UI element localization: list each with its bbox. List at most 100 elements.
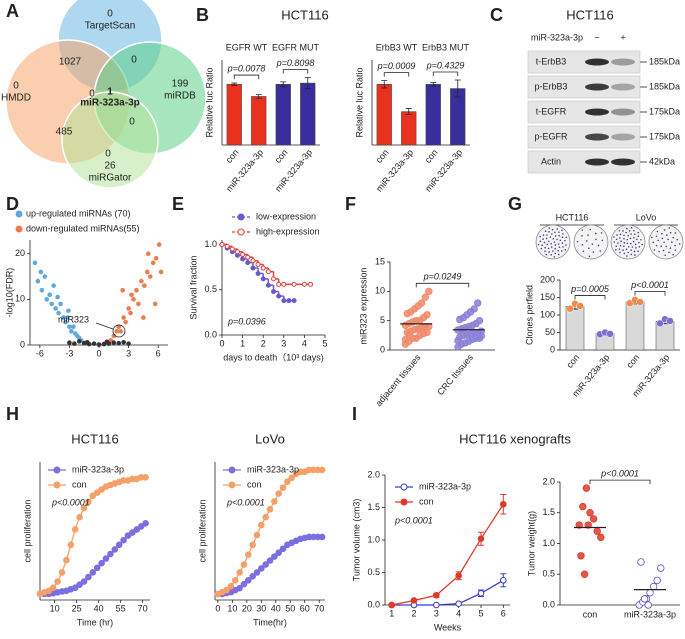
data-point [45, 587, 53, 595]
x-tick-label: 25 [72, 603, 82, 613]
x-tick-label: con [273, 147, 290, 165]
legend-label: con [72, 479, 87, 489]
legend-marker [53, 466, 61, 474]
colony-dot [545, 253, 548, 256]
data-point [67, 324, 72, 330]
bar [376, 84, 392, 146]
venn-overlap-count: 0 [105, 149, 111, 160]
data-point [229, 246, 235, 252]
y-axis-label: Tumor volume (cm3) [351, 499, 361, 582]
colony-dot [631, 246, 634, 248]
x-tick-label: 50 [285, 603, 295, 613]
data-point [53, 306, 58, 311]
y-tick-label: 1.0 [367, 534, 380, 544]
data-point [646, 589, 654, 597]
data-point [308, 281, 314, 287]
y-tick-label: 15 [375, 256, 385, 266]
colony-line: HCT116 [556, 212, 589, 222]
colony-dot [667, 238, 669, 241]
data-point [410, 597, 418, 604]
blot-row-label: p-ErbB3 [534, 81, 567, 91]
colony-dot [663, 229, 666, 231]
x-tick-label: 20 [242, 603, 252, 613]
colony-dot [619, 244, 622, 247]
colony-dot [546, 243, 549, 246]
colony-dot [581, 235, 583, 237]
blot-band [585, 108, 609, 116]
significance-bracket [574, 295, 606, 300]
x-tick-label: 0 [96, 348, 101, 358]
x-tick-label: 4 [302, 338, 307, 348]
data-point [260, 276, 266, 282]
data-point [84, 339, 90, 345]
y-tick-label: 0.0 [204, 329, 217, 339]
colony-dot [576, 240, 579, 243]
data-point [69, 329, 74, 334]
data-point [44, 297, 50, 302]
colony-dot [668, 251, 670, 254]
data-point [121, 315, 126, 320]
panel-label: F [345, 194, 356, 214]
data-point [454, 336, 462, 345]
data-point [104, 339, 110, 345]
venn-set-name: miRGator [89, 173, 132, 184]
x-tick-label: 3 [126, 348, 131, 358]
y-tick-label: 1.0 [542, 538, 555, 548]
x-tick-label: 40 [94, 603, 104, 613]
venn-set-name: miRDB [164, 91, 196, 102]
group-label: EGFR MUT [272, 42, 319, 52]
data-point [66, 308, 71, 314]
p-value: p<0.0001 [600, 469, 639, 479]
data-point [425, 322, 433, 331]
data-point [586, 509, 594, 517]
data-point [276, 281, 282, 287]
colony-dot [630, 253, 633, 256]
data-point [649, 582, 658, 591]
venn-overlap-count: 485 [56, 127, 73, 138]
x-tick-label: 6 [156, 348, 161, 358]
data-point [640, 595, 649, 603]
colony-dot [676, 238, 679, 241]
data-point [227, 582, 235, 590]
y-axis-label: Clones perfield [524, 285, 534, 345]
legend-label: miR-323a-3p [247, 464, 299, 474]
data-point [637, 558, 645, 566]
colony-dot [554, 252, 557, 255]
colony-dot [540, 247, 543, 250]
data-point [318, 466, 326, 474]
colony-dot [558, 246, 561, 249]
colony-dot [564, 239, 566, 242]
data-point [115, 541, 123, 549]
colony-dot [657, 239, 659, 242]
legend-marker [15, 210, 23, 218]
y-tick-label: 20 [15, 248, 25, 258]
colony-dot [554, 244, 557, 246]
data-point [147, 274, 153, 279]
data-point [67, 541, 75, 549]
data-point [276, 293, 282, 299]
data-point [584, 521, 592, 529]
colony-dot [561, 229, 563, 232]
colony-dot [613, 236, 615, 238]
p-value: p=0.8098 [276, 58, 315, 68]
data-point [56, 310, 61, 316]
colony-dot [661, 237, 664, 240]
data-point [566, 304, 574, 313]
p-value: p=0.4329 [426, 60, 465, 70]
colony-dot [636, 238, 638, 241]
colony-dot [626, 227, 628, 230]
y-axis-label: Relative luc Ratio [354, 67, 364, 137]
data-point [260, 265, 266, 271]
data-point [255, 261, 261, 267]
colony-dot [619, 251, 621, 254]
y-tick-label: 2.0 [542, 476, 555, 486]
error-bar [430, 82, 437, 87]
x-tick-label: 4 [456, 608, 461, 618]
data-point [240, 256, 246, 262]
data-point [114, 329, 120, 334]
colony-dot [589, 228, 592, 231]
x-tick-label: con [583, 609, 598, 619]
data-point [142, 520, 149, 527]
significance-bracket [432, 71, 459, 77]
colony-dot [660, 245, 662, 248]
